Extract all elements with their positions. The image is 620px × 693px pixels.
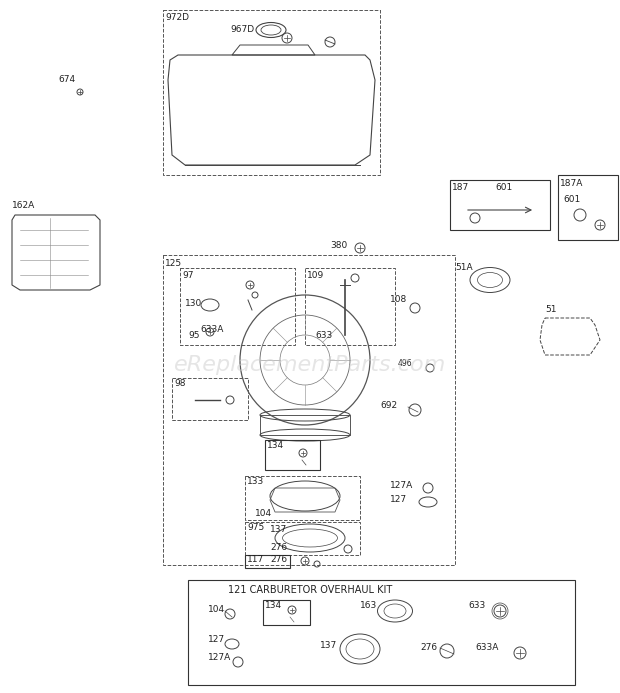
Text: 601: 601 — [495, 184, 512, 193]
Text: 972D: 972D — [165, 13, 189, 22]
Text: 187A: 187A — [560, 179, 583, 188]
Text: 51A: 51A — [455, 263, 472, 272]
Text: 975: 975 — [247, 523, 264, 532]
Text: eReplacementParts.com: eReplacementParts.com — [174, 355, 446, 375]
Text: 633: 633 — [468, 601, 485, 610]
Text: 127: 127 — [390, 495, 407, 505]
Text: 276: 276 — [270, 543, 287, 552]
Text: 137: 137 — [270, 525, 287, 534]
Text: 125: 125 — [165, 258, 182, 267]
Text: 276: 276 — [420, 644, 437, 653]
Text: 98: 98 — [174, 380, 185, 389]
Text: 137: 137 — [320, 640, 337, 649]
Text: 127A: 127A — [390, 480, 414, 489]
Text: 104: 104 — [208, 606, 225, 615]
Text: 117: 117 — [247, 556, 264, 565]
Text: 633A: 633A — [475, 644, 498, 653]
Text: 380: 380 — [330, 240, 347, 249]
Text: 121 CARBURETOR OVERHAUL KIT: 121 CARBURETOR OVERHAUL KIT — [228, 585, 392, 595]
Text: 692: 692 — [380, 401, 397, 410]
Text: 104: 104 — [255, 509, 272, 518]
Text: 97: 97 — [182, 272, 193, 281]
Text: 276: 276 — [270, 556, 287, 565]
Text: 133: 133 — [247, 477, 264, 486]
Text: 51: 51 — [545, 306, 557, 315]
Text: 134: 134 — [267, 441, 284, 450]
Text: 130: 130 — [185, 299, 202, 308]
Text: 601: 601 — [563, 195, 580, 204]
Text: 496: 496 — [398, 358, 413, 367]
Text: 674: 674 — [58, 76, 75, 85]
Text: 967D: 967D — [230, 26, 254, 35]
Text: 109: 109 — [307, 272, 324, 281]
Text: 127A: 127A — [208, 653, 231, 663]
Text: 95: 95 — [188, 331, 200, 340]
Text: 134: 134 — [265, 602, 282, 611]
Text: 108: 108 — [390, 295, 407, 304]
Text: 633A: 633A — [200, 326, 223, 335]
Text: 633: 633 — [315, 331, 332, 340]
Text: 127: 127 — [208, 635, 225, 644]
Text: 163: 163 — [360, 601, 377, 610]
Text: 187: 187 — [452, 184, 469, 193]
Text: 162A: 162A — [12, 200, 35, 209]
